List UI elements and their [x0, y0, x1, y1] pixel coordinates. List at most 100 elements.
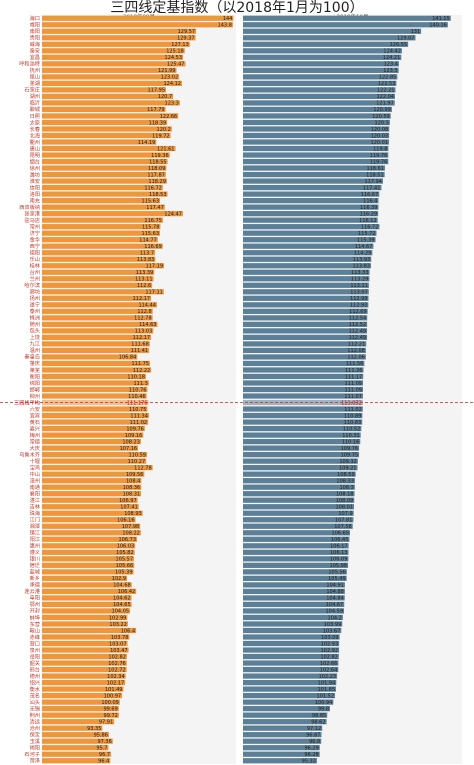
category-label: 北海	[30, 131, 40, 139]
bar	[42, 171, 166, 178]
value-label: 110.89	[344, 413, 362, 419]
value-label: 124.12	[163, 81, 181, 87]
value-label: 120.01	[371, 140, 389, 146]
value-label: 107.16	[120, 446, 138, 452]
bar	[243, 621, 343, 627]
value-label: 112.69	[349, 309, 367, 315]
bar	[243, 543, 349, 549]
bar	[243, 634, 340, 640]
bar	[42, 491, 142, 497]
category-label: 漳州	[30, 476, 40, 484]
bar	[243, 224, 380, 230]
category-label: 衡阳	[30, 372, 40, 380]
value-label: 116.69	[144, 244, 162, 250]
category-label: 宜昌	[30, 53, 40, 61]
value-label: 124.21	[383, 55, 401, 61]
category-label: 泰州	[30, 307, 40, 315]
value-label: 95.7	[96, 746, 107, 752]
category-label: 兰州	[30, 275, 40, 283]
bar	[243, 171, 385, 178]
value-label: 129.37	[177, 36, 195, 42]
value-label: 102.82	[108, 654, 126, 660]
bar	[243, 725, 323, 731]
bar	[243, 556, 349, 562]
bar	[42, 634, 130, 640]
value-label: 97.12	[307, 726, 321, 732]
bar	[42, 256, 156, 262]
bar	[42, 653, 127, 660]
bar	[243, 445, 360, 451]
bar	[243, 230, 377, 236]
value-label: 108.33	[336, 478, 354, 484]
value-label: 119.76	[370, 159, 388, 165]
category-label: 温州	[30, 346, 40, 354]
bar	[42, 165, 167, 171]
bar	[243, 458, 358, 464]
category-label: 日照	[30, 113, 40, 120]
category-label: 桂林	[30, 262, 41, 270]
bar	[42, 308, 153, 314]
bar	[42, 751, 112, 757]
value-label: 102.34	[107, 674, 125, 680]
value-label: 118.53	[149, 192, 167, 198]
value-label: 122.04	[376, 94, 394, 100]
bar	[42, 517, 136, 523]
bar	[42, 373, 146, 380]
value-label: 111.26	[345, 368, 363, 374]
bar	[243, 523, 353, 529]
bar	[243, 419, 363, 425]
bar	[243, 347, 366, 354]
bar	[42, 178, 167, 184]
value-label: 110.27	[128, 459, 146, 465]
bar	[42, 295, 152, 301]
value-label: 107.98	[122, 524, 140, 530]
bar	[42, 412, 149, 419]
category-label: 邢台	[30, 665, 40, 673]
value-label: 125.47	[167, 62, 185, 68]
bar	[243, 132, 390, 139]
value-label: 117.19	[146, 264, 164, 270]
value-label: 116.75	[144, 218, 162, 224]
bar	[42, 367, 152, 373]
average-label: 三四线平均	[14, 398, 40, 406]
value-label: 112.78	[134, 465, 152, 471]
value-label: 103.67	[323, 628, 341, 634]
bar	[243, 673, 338, 679]
value-label: 123.02	[161, 75, 179, 81]
category-label: 昆明	[30, 152, 40, 159]
bar	[243, 184, 382, 191]
value-label: 105.39	[115, 570, 133, 576]
category-label: 石家庄	[24, 86, 40, 94]
value-label: 114.63	[139, 322, 157, 328]
bar	[42, 106, 166, 113]
bar	[42, 289, 164, 295]
value-label: 115.63	[142, 231, 160, 237]
bar	[243, 250, 373, 256]
bar	[42, 738, 113, 744]
bar	[243, 660, 339, 666]
value-label: 116.72	[144, 185, 162, 191]
value-label: 103.99	[324, 622, 342, 628]
bar	[243, 536, 350, 542]
value-label: 129.07	[397, 36, 415, 42]
bar	[243, 139, 390, 145]
value-label: 105.82	[116, 550, 134, 556]
category-label: 湘潭	[30, 522, 40, 530]
value-label: 105.98	[330, 563, 348, 569]
bar	[243, 74, 398, 80]
bar	[42, 80, 182, 86]
category-label: 中山	[30, 470, 40, 478]
value-label: 120.7	[158, 94, 172, 100]
bar	[243, 549, 349, 555]
category-label: 包头	[30, 327, 40, 335]
category-label: 玉溪	[30, 737, 40, 745]
category-label: 临沂	[30, 99, 40, 107]
value-label: 105.57	[116, 557, 134, 563]
bar	[243, 119, 390, 126]
category-label: 烟台	[30, 157, 40, 165]
value-label: 112.93	[350, 303, 368, 309]
value-label: 117.87	[147, 172, 165, 178]
value-label: 112.17	[133, 335, 151, 341]
category-label: 宜宾	[30, 411, 40, 419]
value-label: 106.45	[331, 537, 349, 543]
